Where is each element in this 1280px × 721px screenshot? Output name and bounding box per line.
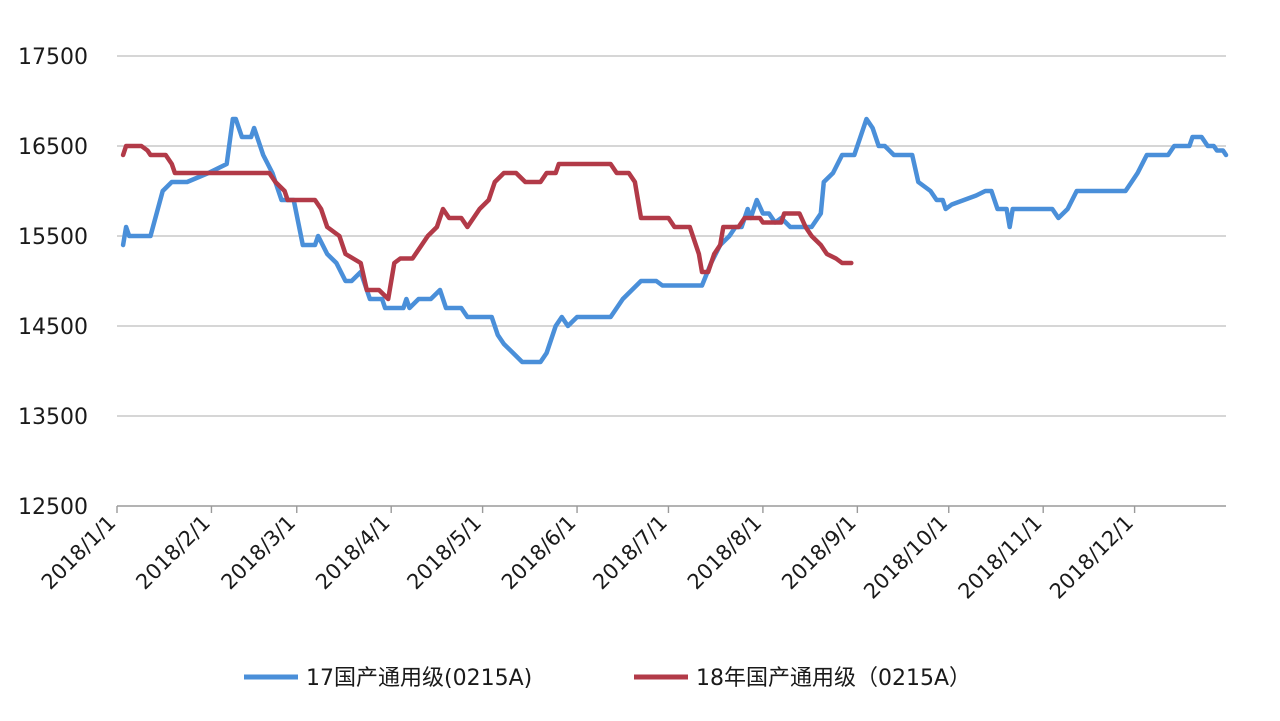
y-tick-label: 12500 bbox=[18, 495, 88, 520]
x-tick-label: 2018/5/1 bbox=[402, 511, 486, 595]
y-tick-label: 17500 bbox=[18, 45, 88, 70]
legend-label-series-1: 17国产通用级(0215A) bbox=[306, 666, 532, 691]
x-tick-label: 2018/1/1 bbox=[37, 511, 121, 595]
x-tick-label: 2018/2/1 bbox=[131, 511, 215, 595]
x-tick-label: 2018/9/1 bbox=[777, 511, 861, 595]
gridlines bbox=[117, 55, 1226, 417]
legend: 17国产通用级(0215A) 18年国产通用级（0215A） bbox=[244, 666, 971, 691]
y-tick-label: 16500 bbox=[18, 135, 88, 160]
x-tick-label: 2018/11/1 bbox=[954, 511, 1047, 604]
x-axis: 2018/1/1 2018/2/1 2018/3/1 2018/4/1 2018/5/1… bbox=[37, 505, 1226, 604]
legend-label-series-2: 18年国产通用级（0215A） bbox=[696, 666, 971, 691]
x-tick-label: 2018/7/1 bbox=[588, 511, 672, 595]
x-tick-label: 2018/8/1 bbox=[683, 511, 767, 595]
y-tick-label: 15500 bbox=[18, 225, 88, 250]
x-tick-label: 2018/10/1 bbox=[859, 511, 952, 604]
x-tick-label: 2018/3/1 bbox=[217, 511, 301, 595]
series-lines bbox=[120, 116, 1229, 365]
x-tick-label: 2018/4/1 bbox=[311, 511, 395, 595]
x-tick-label: 2018/12/1 bbox=[1045, 511, 1138, 604]
y-tick-label: 14500 bbox=[18, 315, 88, 340]
x-tick-label: 2018/6/1 bbox=[497, 511, 581, 595]
series-line-2 bbox=[120, 143, 854, 302]
y-axis: 12500 13500 14500 15500 16500 17500 bbox=[18, 45, 88, 520]
y-tick-label: 13500 bbox=[18, 405, 88, 430]
